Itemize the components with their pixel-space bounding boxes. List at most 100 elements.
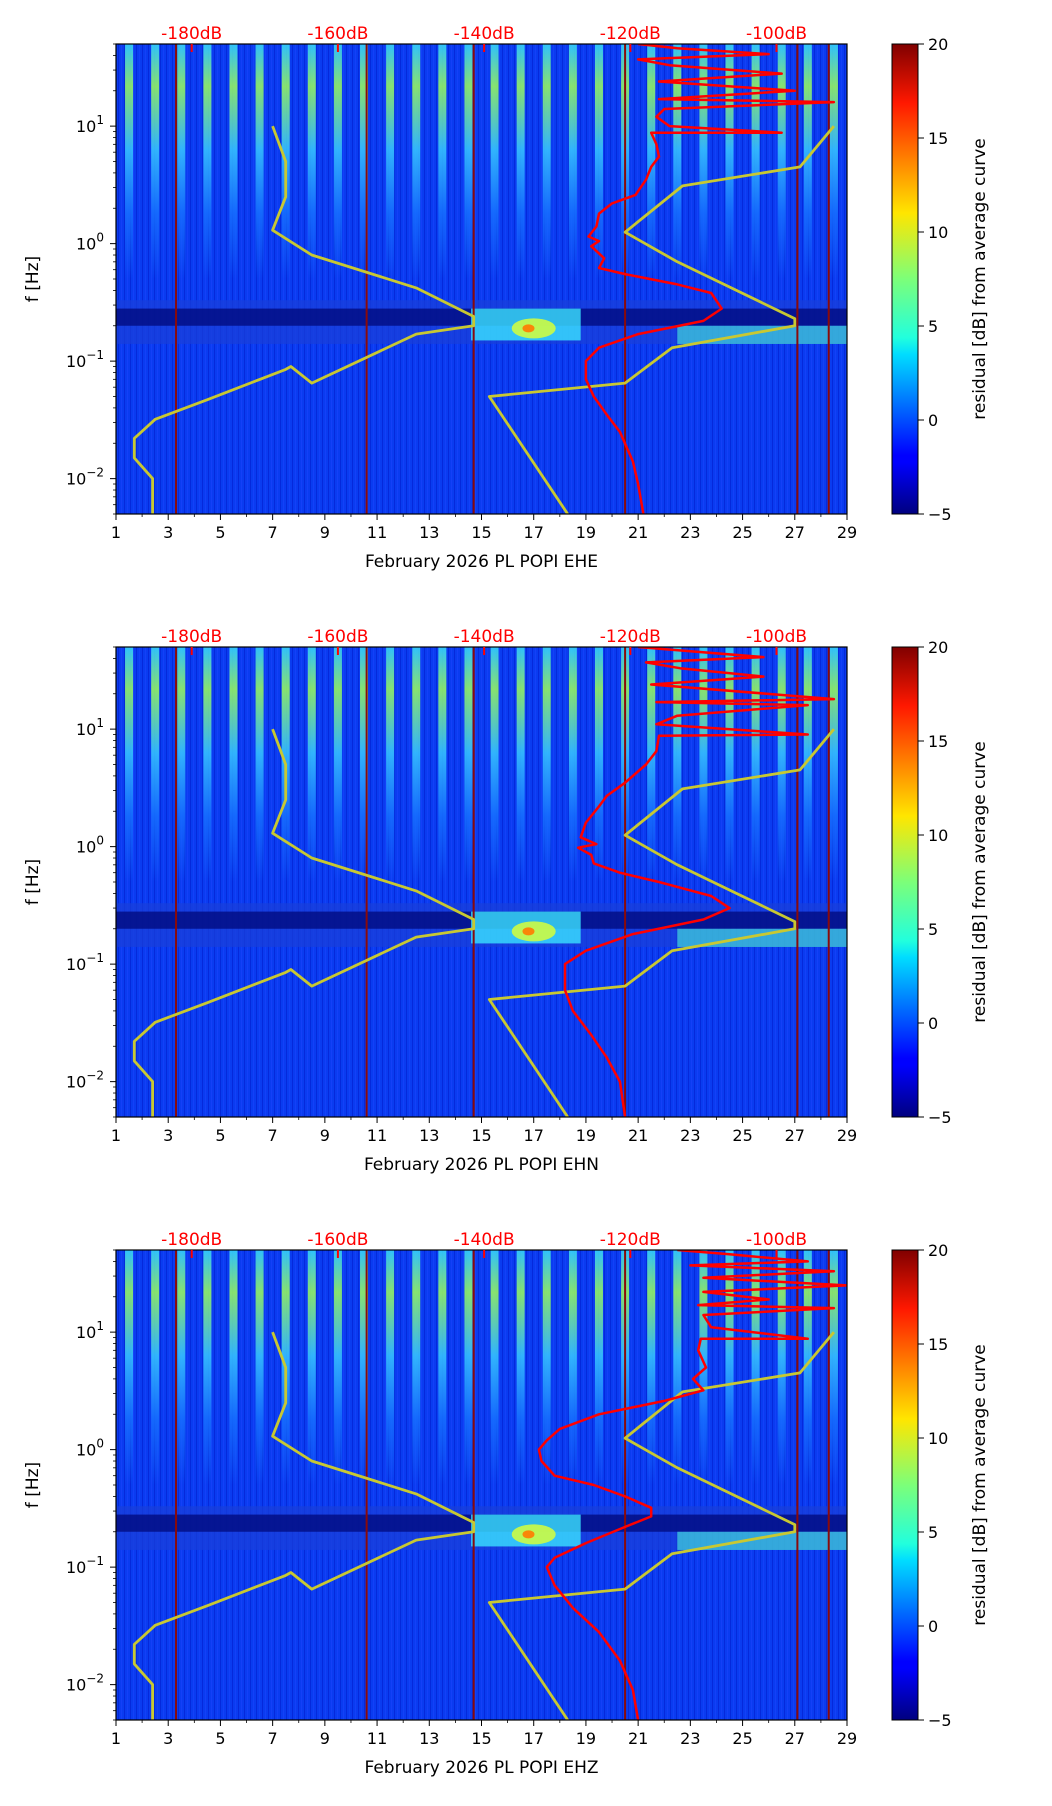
db-scale-label: -100dB (746, 24, 807, 44)
series-curve-2 (487, 1331, 835, 1720)
heatmap-area (116, 44, 847, 514)
daily-stripe (229, 647, 238, 882)
x-tick-label: 3 (163, 1126, 173, 1145)
daily-stripe (594, 1250, 603, 1485)
x-tick-label: 7 (268, 1729, 278, 1748)
daily-stripe (542, 1250, 551, 1485)
colorbar (891, 43, 919, 515)
daily-stripe (360, 647, 369, 882)
daily-stripe (307, 647, 316, 882)
heatmap-area (116, 647, 847, 1117)
daily-stripe (386, 1250, 395, 1485)
x-tick-label: 7 (268, 1126, 278, 1145)
daily-stripe (360, 44, 369, 279)
db-scale-label: -180dB (161, 1230, 222, 1250)
x-tick-label: 9 (320, 1126, 330, 1145)
daily-stripe (177, 647, 186, 882)
x-tick-label: 21 (628, 523, 648, 542)
daily-stripe (229, 1250, 238, 1485)
x-tick-label: 13 (419, 1126, 439, 1145)
heatmap-texture (116, 44, 847, 514)
y-tick-label: 100 (76, 1437, 104, 1460)
daily-stripe (751, 44, 760, 279)
x-tick-label: 25 (732, 523, 752, 542)
heatmap-texture (116, 1250, 847, 1720)
db-scale-label: -160dB (307, 627, 368, 647)
daily-stripe (255, 1250, 264, 1485)
y-axis-label: f [Hz] (23, 256, 43, 302)
x-tick-label: 23 (680, 1729, 700, 1748)
colorbar-tick-label: 5 (928, 920, 938, 939)
daily-stripe (255, 647, 264, 882)
x-tick-label: 9 (320, 523, 330, 542)
db-scale-label: -120dB (600, 627, 661, 647)
colorbar-tick-label: 0 (928, 1617, 938, 1636)
x-axis-label: February 2026 PL POPI EHE (365, 552, 598, 572)
colorbar-tick-label: −5 (928, 1711, 952, 1730)
peak-residual-core (522, 324, 535, 333)
db-scale-label: -160dB (307, 1230, 368, 1250)
daily-stripe (333, 44, 342, 279)
series-curve-3 (563, 647, 836, 1117)
colorbar-tick-label: 0 (928, 411, 938, 430)
colorbar-tick-label: 5 (928, 317, 938, 336)
colorbar (891, 646, 919, 1118)
heatmap-area (116, 1250, 847, 1720)
x-tick-label: 5 (215, 1729, 225, 1748)
daily-stripe (412, 647, 421, 882)
y-tick-label: 101 (76, 113, 104, 136)
daily-stripe (568, 647, 577, 882)
x-tick-label: 9 (320, 1729, 330, 1748)
daily-stripe (699, 44, 708, 279)
daily-stripe (360, 1250, 369, 1485)
y-axis-label: f [Hz] (23, 1462, 43, 1508)
y-tick-label: 10−2 (66, 1069, 104, 1092)
daily-stripe (516, 44, 525, 279)
daily-stripe (594, 647, 603, 882)
series-curve-2 (487, 728, 835, 1117)
db-scale-label: -160dB (307, 24, 368, 44)
daily-stripe (673, 647, 682, 882)
daily-stripe (333, 647, 342, 882)
daily-stripe (673, 44, 682, 279)
x-tick-label: 25 (732, 1126, 752, 1145)
colorbar-tick-label: 20 (928, 1241, 948, 1260)
daily-stripe (725, 44, 734, 279)
x-tick-label: 11 (367, 1729, 387, 1748)
y-tick-label: 101 (76, 716, 104, 739)
x-tick-label: 27 (785, 1126, 805, 1145)
daily-stripe (568, 1250, 577, 1485)
daily-stripe (386, 44, 395, 279)
daily-stripe (464, 1250, 473, 1485)
y-tick-label: 100 (76, 834, 104, 857)
x-tick-label: 17 (524, 1729, 544, 1748)
daily-stripe (412, 1250, 421, 1485)
x-axis-label: February 2026 PL POPI EHN (364, 1155, 599, 1175)
y-axis-label: f [Hz] (23, 859, 43, 905)
daily-stripe (803, 1250, 812, 1485)
daily-stripe (412, 44, 421, 279)
colorbar-tick-label: 20 (928, 638, 948, 657)
x-tick-label: 21 (628, 1126, 648, 1145)
daily-stripe (203, 1250, 212, 1485)
daily-stripe (307, 1250, 316, 1485)
x-tick-label: 13 (419, 1729, 439, 1748)
y-tick-label: 10−1 (66, 348, 104, 371)
db-scale-label: -140dB (454, 627, 515, 647)
colorbar-tick-label: −5 (928, 1108, 952, 1127)
db-scale-label: -140dB (454, 24, 515, 44)
colorbar-tick-label: −5 (928, 505, 952, 524)
peak-residual-core (522, 927, 535, 936)
daily-stripe (699, 647, 708, 882)
db-scale-label: -180dB (161, 24, 222, 44)
x-tick-label: 21 (628, 1729, 648, 1748)
x-tick-label: 5 (215, 1126, 225, 1145)
x-tick-label: 19 (576, 1729, 596, 1748)
db-scale-label: -140dB (454, 1230, 515, 1250)
colorbar-tick-label: 5 (928, 1523, 938, 1542)
y-tick-label: 10−1 (66, 1554, 104, 1577)
x-tick-label: 11 (367, 523, 387, 542)
daily-stripe (647, 44, 656, 279)
colorbar (891, 1249, 919, 1721)
daily-stripe (751, 1250, 760, 1485)
